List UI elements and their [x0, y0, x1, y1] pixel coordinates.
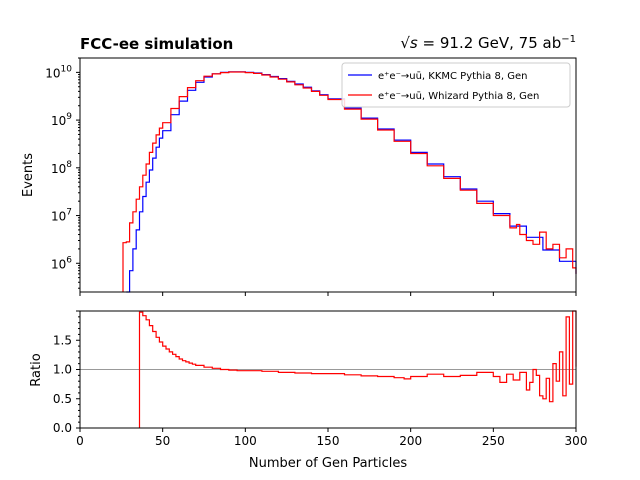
x-tick-label: 50 — [155, 434, 170, 448]
ratio-y-axis-label: Ratio — [29, 353, 44, 386]
ratio-y-tick-label: 1.5 — [53, 333, 72, 347]
x-tick-label: 300 — [565, 434, 588, 448]
ratio-y-tick-label: 0.0 — [53, 421, 72, 435]
chart-subtitle: √s = 91.2 GeV, 75 ab−1 — [400, 34, 576, 52]
x-tick-label: 150 — [317, 434, 340, 448]
legend-label-whizard: e⁺e⁻→uū, Whizard Pythia 8, Gen — [378, 91, 539, 102]
top-series-layer — [122, 71, 577, 293]
ratio-series-line — [138, 310, 577, 428]
top-panel: FCC-ee simulation √s = 91.2 GeV, 75 ab−1… — [21, 34, 577, 296]
legend-label-kkmc: e⁺e⁻→uū, KKMC Pythia 8, Gen — [378, 71, 527, 82]
series-line-whizard — [122, 71, 577, 292]
y-tick-label: 107 — [51, 208, 72, 224]
y-tick-label: 1010 — [45, 64, 72, 80]
x-tick-label: 200 — [399, 434, 422, 448]
y-tick-label: 106 — [51, 255, 72, 271]
legend-box — [341, 62, 571, 108]
x-tick-label: 0 — [76, 434, 84, 448]
top-y-ticks: 106 107 108 109 1010 — [45, 57, 80, 289]
ratio-panel: 0.0 0.5 1.0 1.5 0 50 100 150 200 250 300 Ratio Nu… — [29, 310, 587, 471]
legend: e⁺e⁻→uū, KKMC Pythia 8, Gen e⁺e⁻→uū, Whi… — [341, 62, 571, 108]
subtitle-exponent: −1 — [561, 34, 576, 45]
ratio-series-layer — [138, 310, 577, 428]
ratio-y-ticks: 0.0 0.5 1.0 1.5 — [53, 310, 80, 435]
x-axis-label: Number of Gen Particles — [249, 456, 407, 471]
sqrt-s-symbol: √s — [400, 34, 418, 52]
ratio-y-tick-label: 1.0 — [53, 363, 72, 377]
ratio-y-tick-label: 0.5 — [53, 392, 72, 406]
x-tick-label: 100 — [234, 434, 257, 448]
y-tick-label: 108 — [51, 160, 72, 176]
subtitle-value: = 91.2 GeV, 75 ab — [418, 34, 562, 52]
x-tick-label: 250 — [482, 434, 505, 448]
ratio-x-ticks: 0 50 100 150 200 250 300 — [76, 428, 587, 448]
y-tick-label: 109 — [51, 112, 72, 128]
chart-title: FCC-ee simulation — [80, 35, 233, 53]
top-x-ticks — [79, 292, 577, 296]
top-y-axis-label: Events — [21, 153, 36, 197]
